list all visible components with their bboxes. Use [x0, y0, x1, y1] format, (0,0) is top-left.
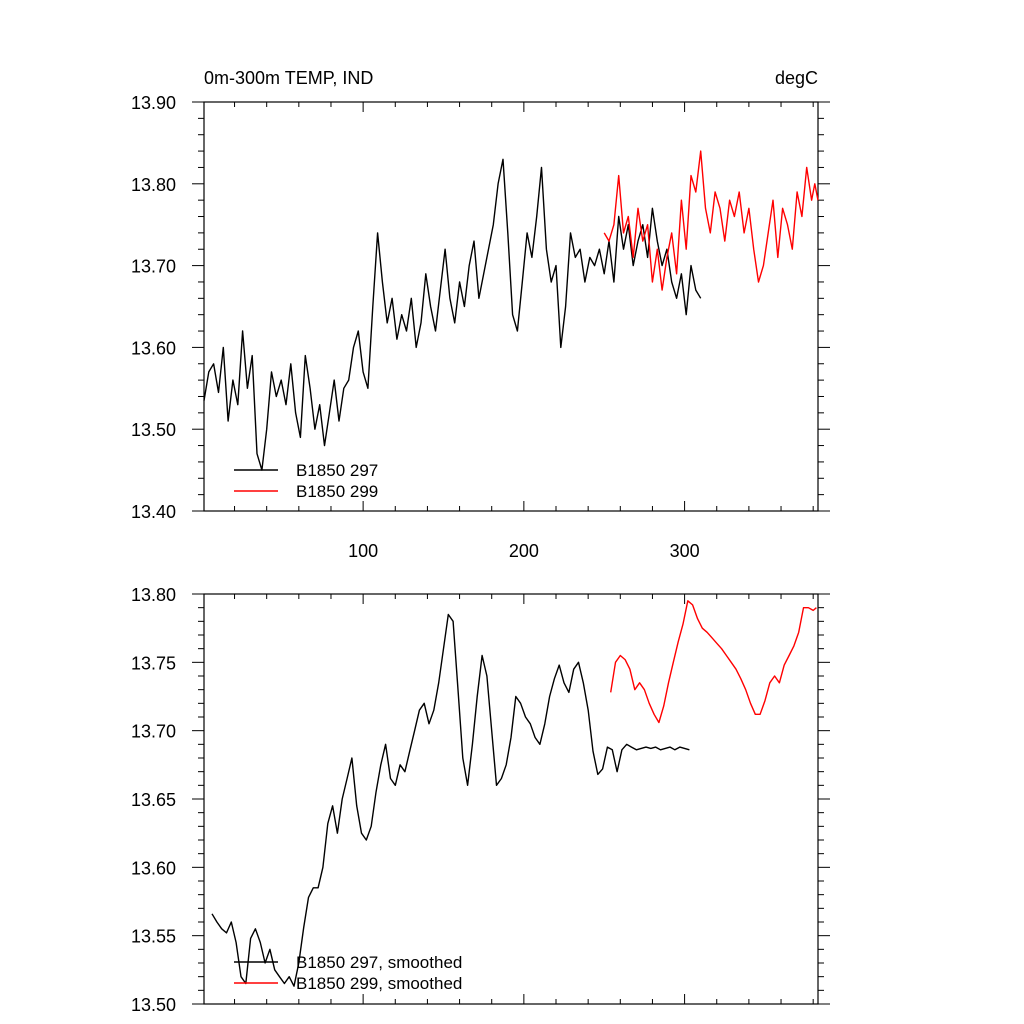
bottom-panel: 13.50 13.55 13.60 13.65 13.70 13.75 13.80 B1850…	[131, 585, 830, 1015]
legend-label: B1850 297	[296, 461, 378, 480]
y-tick-label: 13.90	[131, 93, 176, 113]
units-label: degC	[775, 68, 818, 88]
plot-frame	[203, 101, 819, 512]
y-tick-label: 13.70	[131, 257, 176, 277]
y-tick-label: 13.40	[131, 502, 176, 522]
series-line-1	[211, 613, 690, 987]
legend-label: B1850 299	[296, 482, 378, 501]
chart-title: 0m-300m TEMP, IND	[204, 68, 373, 88]
x-tick-label: 300	[670, 541, 700, 561]
x-tick-label: 200	[509, 541, 539, 561]
series-line-1	[203, 158, 702, 471]
top-panel: 0m-300m TEMP, IND degC 100 200 300 13.40 13.…	[131, 68, 830, 561]
y-tick-label: 13.70	[131, 722, 176, 742]
y-tick-label: 13.75	[131, 653, 176, 673]
y-tick-label: 13.65	[131, 790, 176, 810]
series-line-2	[603, 150, 819, 291]
x-tick-label: 100	[348, 541, 378, 561]
y-tick-label: 13.60	[131, 338, 176, 358]
y-tick-label: 13.50	[131, 995, 176, 1015]
y-tick-label: 13.50	[131, 420, 176, 440]
legend-label: B1850 297, smoothed	[296, 953, 462, 972]
y-tick-label: 13.55	[131, 927, 176, 947]
series-line-2	[610, 600, 817, 724]
legend-label: B1850 299, smoothed	[296, 974, 462, 993]
y-tick-label: 13.80	[131, 175, 176, 195]
y-tick-label: 13.60	[131, 858, 176, 878]
y-tick-label: 13.80	[131, 585, 176, 605]
